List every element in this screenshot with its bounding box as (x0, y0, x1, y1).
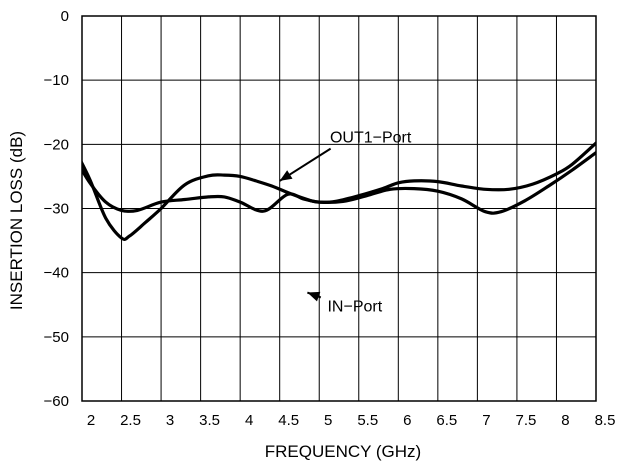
x-tick-label: 7 (482, 412, 490, 429)
x-tick-label: 5.5 (357, 412, 378, 429)
annotation-label: OUT1−Port (330, 130, 412, 147)
x-tick-labels: 2 2.5 3 3.5 4 4.5 5 5.5 6 6.5 7 7.5 8 8.5 (87, 412, 616, 429)
grid (82, 16, 596, 401)
y-tick-label: −50 (44, 329, 69, 346)
y-tick-label: −30 (44, 201, 69, 218)
y-tick-label: −10 (44, 72, 69, 89)
x-tick-label: 5 (324, 412, 332, 429)
x-tick-label: 4.5 (278, 412, 299, 429)
x-tick-label: 6 (403, 412, 411, 429)
x-axis-label: FREQUENCY (GHz) (265, 442, 421, 461)
x-tick-label: 8 (561, 412, 569, 429)
annotation-arrowhead (307, 291, 321, 302)
plot-frame (81, 15, 597, 402)
y-axis-label: INSERTION LOSS (dB) (7, 131, 26, 310)
x-tick-label: 6.5 (436, 412, 457, 429)
y-tick-label: −20 (44, 136, 69, 153)
x-tick-label: 8.5 (595, 412, 616, 429)
y-tick-label: 0 (61, 8, 69, 25)
x-tick-label: 2 (87, 412, 95, 429)
y-tick-labels: 0 −10 −20 −30 −40 −50 −60 (44, 8, 69, 410)
y-tick-label: −40 (44, 265, 69, 282)
x-tick-label: 7.5 (515, 412, 536, 429)
series-line-out1-port (82, 151, 596, 215)
y-tick-label: −60 (44, 393, 69, 410)
series-layer (82, 141, 596, 241)
series-line-in-port (82, 141, 596, 241)
x-tick-label: 3.5 (199, 412, 220, 429)
annotation-label: IN−Port (327, 298, 382, 315)
x-tick-label: 4 (245, 412, 253, 429)
annotations: OUT1−Port IN−Port (279, 130, 412, 315)
x-tick-label: 3 (166, 412, 174, 429)
annotation-arrowhead (279, 170, 293, 181)
x-tick-label: 2.5 (120, 412, 141, 429)
